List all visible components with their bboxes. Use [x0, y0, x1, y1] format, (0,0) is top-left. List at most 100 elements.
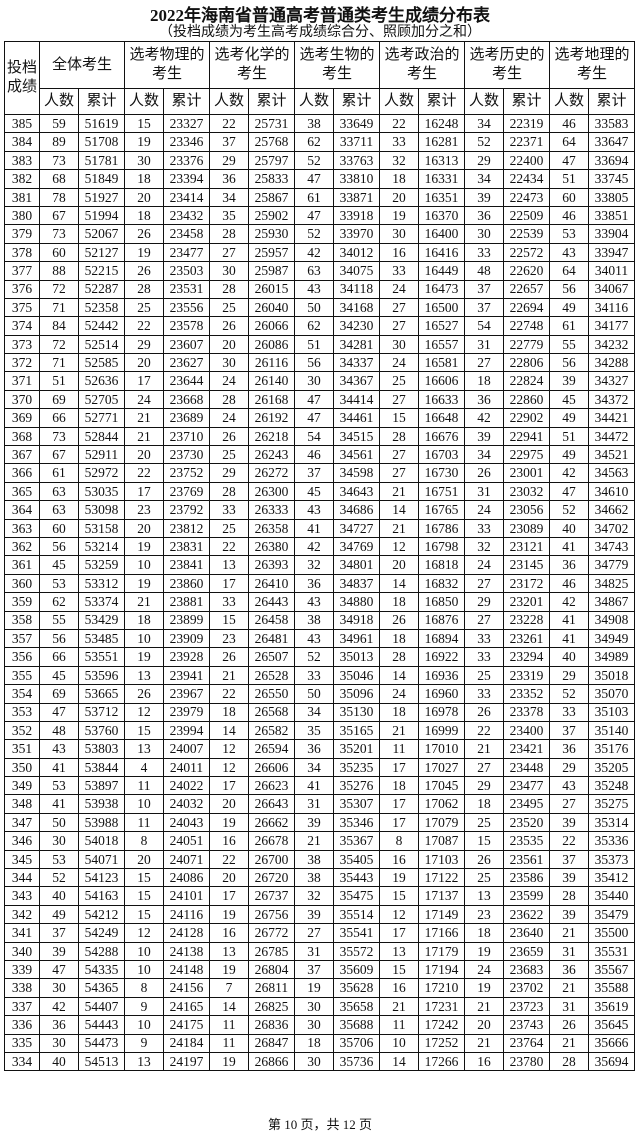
cumulative-cell: 34727	[333, 518, 380, 538]
cumulative-cell: 53938	[78, 794, 125, 814]
count-cell: 36	[549, 959, 589, 980]
cumulative-cell: 53803	[78, 739, 125, 759]
count-cell: 42	[39, 996, 79, 1017]
score-cell: 344	[4, 868, 40, 888]
count-cell: 13	[464, 886, 504, 906]
count-cell: 45	[39, 555, 79, 575]
cumulative-cell: 34067	[588, 279, 635, 299]
table-row: 372 71 52585 20 23627 30 26116 56 34337 24 16581 27…	[4, 353, 635, 373]
cumulative-cell: 53551	[78, 647, 125, 667]
count-cell: 26	[209, 316, 249, 336]
cumulative-cell: 16978	[418, 702, 465, 722]
count-cell: 29	[549, 665, 589, 686]
count-cell: 31	[549, 996, 589, 1017]
cumulative-cell: 24086	[163, 868, 210, 888]
count-cell: 63	[294, 261, 334, 281]
count-cell: 52	[294, 647, 334, 667]
count-cell: 33	[464, 518, 504, 538]
cumulative-cell: 54288	[78, 941, 125, 961]
count-cell: 18	[124, 610, 164, 630]
count-cell: 18	[464, 794, 504, 814]
count-cell: 15	[124, 868, 164, 888]
cumulative-cell: 23172	[503, 573, 550, 594]
count-cell: 43	[549, 776, 589, 796]
count-cell: 15	[379, 408, 419, 428]
cumulative-header: 累计	[248, 88, 295, 115]
count-cell: 20	[124, 187, 164, 207]
cumulative-cell: 35276	[333, 776, 380, 796]
cumulative-cell: 34281	[333, 334, 380, 355]
cumulative-cell: 26410	[248, 573, 295, 594]
cumulative-cell: 23319	[503, 665, 550, 686]
cumulative-cell: 24197	[163, 1051, 210, 1072]
count-cell: 51	[549, 426, 589, 447]
cumulative-cell: 23659	[503, 941, 550, 961]
count-cell: 34	[464, 113, 504, 134]
count-cell: 43	[549, 242, 589, 263]
count-cell: 20	[124, 445, 164, 465]
cumulative-cell: 26218	[248, 426, 295, 447]
cumulative-cell: 35514	[333, 904, 380, 925]
count-cell: 35	[294, 720, 334, 741]
cumulative-cell: 22657	[503, 279, 550, 299]
cumulative-cell: 33810	[333, 169, 380, 189]
cumulative-cell: 52287	[78, 279, 125, 299]
cumulative-cell: 25833	[248, 169, 295, 189]
count-cell: 29	[209, 463, 249, 483]
count-cell: 47	[39, 959, 79, 980]
count-cell: 42	[549, 592, 589, 612]
cumulative-cell: 23556	[163, 297, 210, 318]
count-cell: 12	[379, 536, 419, 557]
cumulative-cell: 34232	[588, 334, 635, 355]
cumulative-cell: 16449	[418, 261, 465, 281]
count-cell: 22	[464, 720, 504, 741]
count-cell: 30	[209, 261, 249, 281]
cumulative-cell: 16818	[418, 555, 465, 575]
count-cell: 13	[124, 1051, 164, 1072]
count-cell: 20	[464, 1015, 504, 1035]
cumulative-cell: 23928	[163, 647, 210, 667]
count-cell: 14	[209, 996, 249, 1017]
count-cell: 46	[549, 113, 589, 134]
count-cell: 21	[549, 923, 589, 943]
count-cell: 27	[464, 757, 504, 778]
table-row: 344 52 54123 15 24086 20 26720 38 35443 19 17122 25…	[4, 868, 635, 888]
cumulative-cell: 34867	[588, 592, 635, 612]
cumulative-cell: 22694	[503, 297, 550, 318]
count-cell: 27	[379, 316, 419, 336]
table-row: 377 88 52215 26 23503 30 25987 63 34075 33 16449 48…	[4, 261, 635, 281]
cumulative-cell: 23414	[163, 187, 210, 207]
cumulative-cell: 26443	[248, 592, 295, 612]
count-cell: 39	[464, 426, 504, 447]
page-number: 第 10 页，共 12 页	[267, 1117, 372, 1132]
count-cell: 25	[209, 445, 249, 465]
count-cell: 21	[464, 739, 504, 759]
count-cell: 19	[124, 573, 164, 594]
cumulative-cell: 26662	[248, 812, 295, 833]
count-cell: 14	[379, 1051, 419, 1072]
table-row: 374 84 52442 22 23578 26 26066 62 34230 27 16527 54…	[4, 316, 635, 336]
table-row: 365 63 53035 17 23769 28 26300 45 34643 21 16751 31…	[4, 481, 635, 502]
cumulative-cell: 54071	[78, 849, 125, 870]
cumulative-cell: 34288	[588, 353, 635, 373]
count-cell: 53	[39, 776, 79, 796]
count-cell: 30	[124, 150, 164, 171]
cumulative-cell: 51619	[78, 113, 125, 134]
cumulative-cell: 23495	[503, 794, 550, 814]
count-cell: 60	[39, 518, 79, 538]
count-cell: 47	[294, 205, 334, 226]
cumulative-cell: 52358	[78, 297, 125, 318]
count-cell: 61	[39, 463, 79, 483]
cumulative-cell: 25797	[248, 150, 295, 171]
cumulative-cell: 23979	[163, 702, 210, 722]
cumulative-cell: 23421	[503, 739, 550, 759]
score-cell: 356	[4, 647, 40, 667]
cumulative-cell: 26528	[248, 665, 295, 686]
cumulative-cell: 52442	[78, 316, 125, 336]
count-cell: 17	[209, 776, 249, 796]
cumulative-cell: 17149	[418, 904, 465, 925]
group-header: 选考政治的考生	[379, 41, 465, 89]
cumulative-cell: 34563	[588, 463, 635, 483]
count-cell: 21	[549, 1033, 589, 1053]
cumulative-cell: 23586	[503, 868, 550, 888]
